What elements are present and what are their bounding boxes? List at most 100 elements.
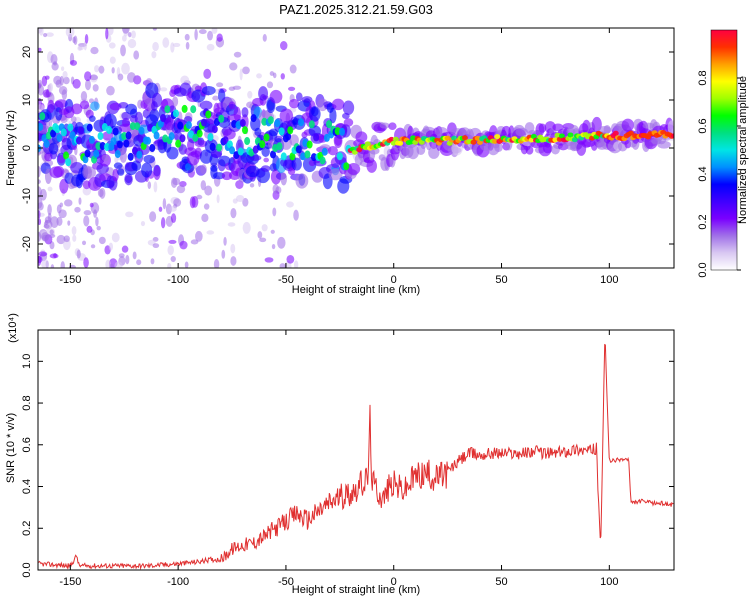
snr-x-axis: -150 -100 -50 0 50 100: [59, 330, 619, 588]
spectrogram-noise-blob: [184, 33, 190, 41]
spectrogram-noise-blob: [286, 201, 294, 208]
spectrogram-noise-blob: [72, 36, 76, 44]
spectrogram-noise-blob: [43, 33, 48, 38]
spectrogram-noise-blob: [279, 263, 286, 268]
spectrogram-noise-blob: [41, 259, 49, 268]
spectrogram-halo-blob: [172, 96, 179, 107]
spectrogram-ridge-blob: [259, 140, 266, 149]
spectrogram-ridge-blob: [233, 151, 240, 160]
spectrogram-noise-blob: [257, 231, 263, 239]
spectrogram-halo-blob: [388, 122, 397, 131]
spectrogram-halo-blob: [379, 122, 390, 129]
snr-x-label: Height of straight line (km): [292, 584, 420, 596]
x-tick-label: 50: [495, 274, 507, 286]
spectrogram-noise-blob: [207, 30, 213, 41]
spectrogram-halo-blob: [119, 150, 127, 163]
spectrogram-halo-blob: [291, 157, 302, 171]
spectrogram-noise-blob: [263, 157, 270, 163]
snr-y-label: SNR (10 * v/v): [5, 413, 17, 483]
spectrogram-ridge-blob: [418, 139, 425, 145]
spectrogram-halo-blob: [79, 100, 90, 110]
spectrogram-ridge-blob: [185, 121, 192, 130]
snr-panel: -150 -100 -50 0 50 100 0.0 0.2 0.4 0.6 0.8 1.0 Hei…: [5, 313, 675, 596]
spectrogram-ridge-blob: [336, 152, 343, 161]
spectrogram-halo-blob: [166, 146, 179, 160]
spectrogram-noise-blob: [78, 45, 84, 51]
spectrogram-halo-blob: [83, 166, 97, 179]
y-tick-label: 0.8: [21, 395, 33, 410]
spectrogram-noise-blob: [85, 79, 91, 91]
spectrogram-noise-blob: [261, 224, 268, 232]
spectrogram-halo-blob: [54, 99, 68, 108]
spectrogram-noise-blob: [82, 240, 87, 246]
spectrogram-noise-blob: [48, 233, 56, 238]
spectrogram-halo-blob: [366, 159, 377, 173]
spectrogram-ridge-blob: [250, 114, 257, 123]
spectrogram-noise-blob: [98, 236, 106, 245]
spectrogram-noise-blob: [49, 229, 54, 235]
spectrogram-ridge-blob: [338, 127, 345, 136]
spectrogram-ridge-blob: [351, 149, 358, 155]
spectrogram-noise-blob: [172, 42, 181, 48]
spectrogram-ridge-blob: [39, 112, 46, 121]
spectrogram-noise-blob: [223, 236, 227, 246]
spectrogram-ridge-blob: [168, 132, 175, 141]
spectrogram-ridge-blob: [60, 128, 67, 137]
spectrogram-ridge-blob: [211, 125, 218, 134]
spectrogram-noise-blob: [194, 28, 198, 41]
spectrogram-ridge-blob: [138, 126, 145, 135]
spectrogram-noise-blob: [38, 47, 42, 52]
spectrogram-ridge-blob: [276, 142, 283, 151]
spectrogram-halo-blob: [407, 144, 420, 160]
spectrogram-ridge-blob: [201, 118, 208, 127]
spectrogram-ridge-blob: [112, 127, 119, 136]
spectrogram-ridge-blob: [218, 114, 225, 123]
spectrogram-noise-blob: [83, 215, 90, 227]
spectrogram-ridge-blob: [343, 162, 350, 171]
spectrogram-halo-blob: [289, 134, 299, 146]
spectrogram-noise-blob: [233, 51, 242, 58]
spectrogram-halo-blob: [141, 162, 153, 178]
spectrogram-noise-blob: [60, 66, 65, 71]
spectrogram-ridge-blob: [65, 158, 72, 167]
spectrogram-halo-blob: [53, 166, 65, 178]
spectrogram-ridge-blob: [451, 135, 458, 141]
spectrogram-noise-blob: [43, 224, 50, 229]
spectrogram-noise-blob: [264, 257, 274, 263]
spectrogram-ridge-blob: [412, 139, 419, 145]
spectrogram-noise-blob: [247, 90, 253, 99]
spectrogram-noise-blob: [229, 62, 238, 71]
spectrogram-noise-blob: [53, 253, 57, 258]
spectrogram-noise-blob: [38, 231, 42, 242]
x-tick-label: -150: [59, 576, 81, 588]
spectrogram-ridge-blob: [461, 135, 468, 141]
y-tick-label: 0: [21, 145, 33, 151]
spectrogram-ridge-blob: [298, 118, 305, 127]
spectrogram-noise-blob: [201, 213, 209, 223]
x-tick-label: -100: [167, 274, 189, 286]
spectrogram-halo-blob: [525, 145, 534, 155]
x-tick-label: 0: [391, 274, 397, 286]
spectrogram-noise-blob: [269, 71, 275, 76]
spectrogram-halo-blob: [328, 168, 343, 181]
spectrogram-noise-blob: [109, 263, 115, 268]
spectrogram-halo-blob: [113, 162, 123, 169]
spectrogram-noise-blob: [53, 75, 62, 85]
spectrogram-ridge-blob: [494, 134, 501, 140]
spectrogram-halo-blob: [201, 85, 216, 96]
spectrogram-noise-blob: [90, 46, 99, 55]
spectrogram-noise-blob: [195, 230, 203, 242]
spectrogram-ridge-blob: [136, 150, 143, 159]
spectrogram-ridge-blob: [267, 116, 274, 125]
spectrogram-noise-blob: [180, 75, 190, 85]
spectrogram-noise-blob: [172, 177, 181, 186]
spectrogram-ridge-blob: [69, 131, 76, 140]
spectrogram-noise-blob: [239, 68, 243, 81]
spectrogram-noise-blob: [53, 61, 58, 66]
spectrogram-noise-blob: [133, 50, 140, 60]
spectrogram-noise-blob: [90, 244, 96, 249]
spectrogram-noise-blob: [286, 254, 295, 264]
spectrogram-ridge-blob: [123, 139, 130, 148]
spectrogram-noise-blob: [230, 207, 237, 219]
